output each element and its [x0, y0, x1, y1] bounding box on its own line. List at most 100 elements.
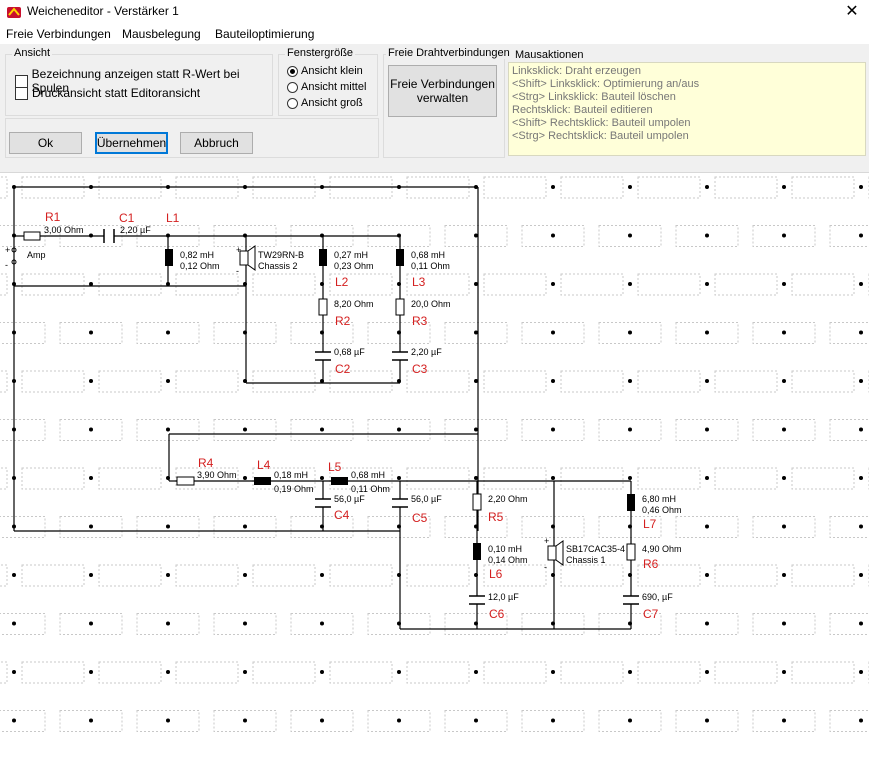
- l2-inductor[interactable]: [319, 249, 327, 266]
- l3-value2: 0,11 Ohm: [411, 261, 450, 271]
- grid-dot: [166, 718, 170, 723]
- grid-slot: [752, 516, 816, 538]
- grid-slot: [560, 467, 624, 490]
- l5-inductor[interactable]: [331, 477, 348, 485]
- r3-name: R3: [412, 314, 428, 328]
- grid-dot: [551, 670, 555, 674]
- schematic-svg[interactable]: + - Amp R1 3,00 Ohm C1 2,20 µF L1 0,82 m…: [0, 173, 869, 755]
- l1-inductor[interactable]: [165, 249, 173, 266]
- grid-slot: [521, 225, 585, 247]
- c5-name: C5: [412, 511, 428, 525]
- grid-slot: [406, 467, 470, 490]
- schematic-canvas[interactable]: + - Amp R1 3,00 Ohm C1 2,20 µF L1 0,82 m…: [0, 173, 869, 755]
- grid-slot: [213, 613, 277, 635]
- radio-mittel-circle[interactable]: [287, 81, 298, 93]
- grid-dot: [397, 718, 401, 723]
- r1-value: 3,00 Ohm: [44, 225, 84, 235]
- c6-value: 12,0 µF: [488, 592, 519, 602]
- grid-dot: [628, 718, 632, 723]
- grid-dot: [628, 233, 632, 238]
- c3-capacitor[interactable]: [392, 351, 408, 361]
- menu-freie-verbindungen[interactable]: Freie Verbindungen: [6, 27, 111, 41]
- cancel-button[interactable]: Abbruch: [180, 132, 253, 154]
- apply-button[interactable]: Übernehmen: [95, 132, 168, 154]
- grid-slot: [637, 273, 701, 296]
- l4-inductor[interactable]: [254, 477, 271, 485]
- grid-slot: [521, 419, 585, 441]
- r3-resistor[interactable]: [395, 298, 405, 316]
- r5-name: R5: [488, 510, 504, 524]
- radio-ansicht-mittel[interactable]: Ansicht mittel: [287, 81, 366, 93]
- grid-dot: [166, 379, 170, 383]
- c6-capacitor[interactable]: [469, 595, 485, 605]
- r5-resistor[interactable]: [472, 493, 482, 511]
- r2-resistor[interactable]: [318, 298, 328, 316]
- c7-value: 690, µF: [642, 592, 673, 602]
- grid-slot: [0, 273, 8, 296]
- c4-capacitor[interactable]: [315, 498, 331, 508]
- radio-ansicht-klein[interactable]: Ansicht klein: [287, 65, 363, 77]
- grid-slot: [175, 370, 239, 393]
- radio-gross-circle[interactable]: [287, 97, 298, 109]
- c1-capacitor[interactable]: [103, 229, 115, 243]
- r6-value: 4,90 Ohm: [642, 544, 682, 554]
- l1-name: L1: [166, 211, 180, 225]
- grid-dot: [166, 670, 170, 674]
- grid-dot: [628, 476, 632, 480]
- c5-capacitor[interactable]: [392, 498, 408, 508]
- grid-slot: [367, 516, 431, 538]
- drahtverbindungen-group: Freie Drahtverbindungen Freie Verbindung…: [383, 47, 512, 158]
- grid-slot: [714, 467, 778, 490]
- label-checkbox[interactable]: Bezeichnung anzeigen statt R-Wert bei Sp…: [15, 67, 272, 95]
- print-view-checkbox[interactable]: Druckansicht statt Editoransicht: [15, 86, 200, 100]
- grid-slot: [560, 370, 624, 393]
- radio-ansicht-gross[interactable]: Ansicht groß: [287, 97, 363, 109]
- close-icon[interactable]: ✕: [845, 3, 859, 20]
- l2-value2: 0,23 Ohm: [334, 261, 374, 271]
- grid-slot: [329, 564, 393, 587]
- grid-dot: [628, 330, 632, 335]
- l2-value1: 0,27 mH: [334, 250, 368, 260]
- l7-inductor[interactable]: [627, 494, 635, 511]
- grid-slot: [483, 661, 547, 684]
- r4-resistor[interactable]: [176, 476, 195, 486]
- grid-slot: [560, 176, 624, 199]
- radio-klein-circle[interactable]: [287, 65, 298, 77]
- c2-capacitor[interactable]: [315, 351, 331, 361]
- r6-resistor[interactable]: [626, 543, 636, 561]
- grid-dot: [705, 621, 709, 626]
- grid-slot: [829, 516, 869, 538]
- menu-mausbelegung[interactable]: Mausbelegung: [122, 27, 201, 41]
- woofer-chassis[interactable]: [547, 540, 564, 566]
- ok-button[interactable]: Ok: [9, 132, 82, 154]
- l2-name: L2: [335, 275, 349, 289]
- manage-connections-line2: verwalten: [416, 91, 469, 105]
- menu-bauteiloptimierung[interactable]: Bauteiloptimierung: [215, 27, 315, 41]
- manage-connections-button[interactable]: Freie Verbindungen verwalten: [388, 65, 497, 117]
- l3-inductor[interactable]: [396, 249, 404, 266]
- grid-slot: [598, 710, 662, 732]
- grid-dot: [551, 718, 555, 723]
- amp-minus: -: [5, 260, 8, 270]
- l6-value2: 0,14 Ohm: [488, 555, 528, 565]
- grid-dot: [859, 379, 863, 383]
- label-checkbox-text: Bezeichnung anzeigen statt R-Wert bei Sp…: [31, 67, 240, 95]
- grid-slot: [0, 419, 46, 441]
- grid-slot: [675, 322, 739, 344]
- r1-resistor[interactable]: [23, 231, 41, 241]
- l6-name: L6: [489, 567, 503, 581]
- grid-slot: [136, 322, 200, 344]
- l6-inductor[interactable]: [473, 543, 481, 560]
- l1-value1: 0,82 mH: [180, 250, 214, 260]
- grid-dot: [551, 427, 555, 432]
- print-view-checkbox-box[interactable]: [15, 86, 28, 100]
- grid-dot: [705, 718, 709, 723]
- c7-capacitor[interactable]: [623, 595, 639, 605]
- grid-slot: [444, 322, 508, 344]
- grid-slot: [829, 225, 869, 247]
- grid-slot: [675, 516, 739, 538]
- grid-slot: [444, 419, 508, 441]
- grid-dot: [243, 427, 247, 432]
- grid-dot: [705, 330, 709, 335]
- tweeter-chassis[interactable]: [239, 245, 256, 271]
